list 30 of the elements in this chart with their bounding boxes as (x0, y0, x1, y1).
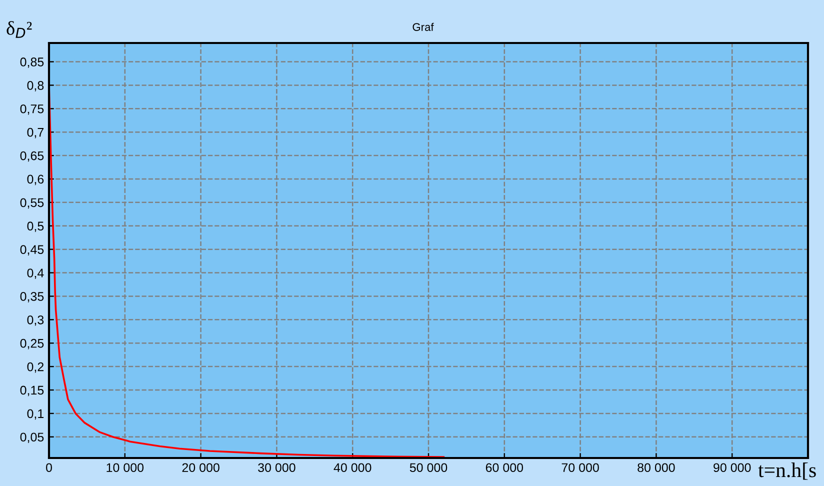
x-tick-label: 60 000 (486, 463, 524, 472)
y-tick-label: 0,85 (20, 58, 44, 68)
y-tick-label: 0,05 (20, 432, 44, 444)
y-tick-label: 0,3 (27, 315, 44, 326)
y-tick-label: 0,15 (20, 386, 44, 396)
x-tick-label: 50 000 (410, 463, 448, 472)
y-tick-label: 0,6 (27, 174, 44, 186)
x-axis-title: t=n.h[s (758, 462, 816, 480)
x-tick-label: 0 (46, 463, 52, 472)
x-tick-label: 40 000 (334, 463, 372, 472)
x-tick-label: 10 000 (106, 463, 144, 472)
y-tick-label: 0,55 (20, 198, 44, 209)
x-tick-label: 90 000 (714, 463, 751, 472)
y-tick-label: 0,1 (27, 409, 44, 420)
y-tick-label: 0,45 (20, 245, 44, 256)
y-tick-label: 0,75 (20, 104, 44, 115)
x-tick-label: 80 000 (638, 463, 675, 472)
y-tick-label: 0,8 (27, 81, 44, 92)
x-tick-label: 30 000 (258, 463, 296, 472)
y-tick-label: 0,5 (27, 222, 44, 232)
x-tick-label: 20 000 (182, 463, 220, 472)
y-tick-label: 0,65 (20, 151, 44, 162)
y-tick-label: 0,25 (20, 338, 44, 350)
x-tick-label: 70 000 (562, 463, 599, 472)
y-tick-label: 0,7 (27, 128, 44, 138)
chart-title: Graf (412, 22, 434, 31)
y-tick-label: 0,35 (20, 292, 44, 302)
y-axis-title: δ$_{D}$² (6, 21, 32, 38)
y-tick-label: 0,2 (27, 362, 44, 373)
y-tick-label: 0,4 (27, 268, 44, 279)
